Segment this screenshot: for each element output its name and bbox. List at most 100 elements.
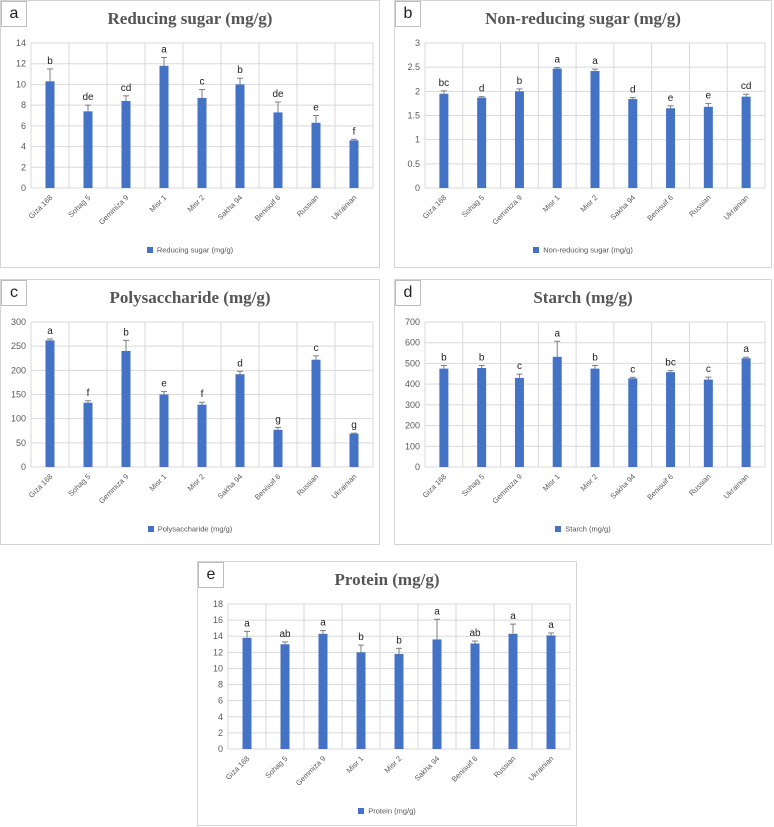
- x-tick-label: Misr 1: [541, 193, 562, 214]
- significance-letter: b: [237, 65, 243, 76]
- x-tick-label: Ukrainian: [330, 472, 359, 501]
- panel-label: c: [1, 280, 27, 306]
- x-tick-label: Misr 2: [579, 472, 600, 493]
- significance-letter: d: [237, 358, 243, 369]
- x-tick-label: Sakha 94: [413, 754, 442, 783]
- y-tick-label: 50: [16, 438, 26, 448]
- significance-letter: d: [630, 85, 636, 96]
- y-tick-label: 18: [213, 599, 223, 609]
- significance-letter: a: [554, 328, 560, 339]
- x-tick-label: Sakha 94: [216, 472, 245, 501]
- chart-plot: 0 50 100 150 200 250 300 a Giza 168 f Sohag 5 b Gemm…: [11, 317, 374, 506]
- y-tick-label: 14: [213, 631, 223, 641]
- significance-letter: b: [479, 353, 485, 364]
- x-tick-label: Russian: [687, 472, 713, 498]
- chart-plot: 0 2 4 6 8 10 12 14 b Giza 168 de Sohag 5 cd Gemmiza 9…: [16, 38, 374, 227]
- significance-letter: de: [82, 92, 94, 103]
- chart-panel-e: 0 2 4 6 8 10 12 14 16 18 a Giza 168 ab Sohag 5 a Gemmiz…: [197, 561, 577, 826]
- significance-letter: cd: [741, 81, 752, 92]
- bar: [666, 372, 676, 467]
- y-tick-label: 2: [415, 86, 420, 96]
- significance-letter: cd: [121, 83, 132, 94]
- bar: [356, 652, 366, 749]
- legend-label: Protein (mg/g): [368, 806, 416, 816]
- y-tick-label: 12: [213, 647, 223, 657]
- significance-letter: d: [479, 84, 485, 95]
- bar: [83, 402, 93, 467]
- significance-letter: f: [353, 126, 356, 137]
- bar: [242, 637, 252, 749]
- y-tick-label: 4: [21, 142, 26, 152]
- y-tick-label: 10: [213, 663, 223, 673]
- x-tick-label: Sakha 94: [608, 472, 637, 501]
- y-tick-label: 2: [218, 728, 223, 738]
- bar: [311, 122, 321, 188]
- panel-label: d: [395, 280, 421, 306]
- x-tick-label: Benisuif 6: [253, 193, 283, 223]
- significance-letter: b: [592, 353, 598, 364]
- significance-letter: b: [47, 56, 53, 67]
- bar: [432, 639, 442, 749]
- legend-label: Non-reducing sugar (mg/g): [543, 245, 633, 255]
- chart-title: Polysaccharide (mg/g): [109, 288, 271, 307]
- bar: [394, 653, 404, 749]
- x-tick-label: Benisuif 6: [253, 472, 283, 502]
- x-tick-label: Giza 168: [421, 472, 449, 500]
- significance-letter: b: [517, 76, 523, 87]
- x-tick-label: Russian: [492, 754, 518, 780]
- y-tick-label: 600: [405, 338, 420, 348]
- bar: [666, 108, 676, 188]
- bar: [273, 429, 283, 467]
- y-tick-label: 0: [21, 183, 26, 193]
- significance-letter: a: [320, 618, 326, 629]
- chart-title: Non-reducing sugar (mg/g): [485, 9, 681, 28]
- x-tick-label: Russian: [687, 193, 713, 219]
- chart-legend: Reducing sugar (mg/g): [1, 245, 379, 255]
- significance-letter: g: [351, 420, 357, 431]
- y-tick-label: 6: [21, 121, 26, 131]
- x-tick-label: Giza 168: [224, 754, 252, 782]
- y-tick-label: 250: [11, 341, 26, 351]
- y-tick-label: 16: [213, 615, 223, 625]
- y-tick-label: 700: [405, 317, 420, 327]
- bar: [508, 633, 518, 749]
- legend-swatch: [147, 526, 154, 533]
- y-tick-label: 1.5: [407, 111, 420, 121]
- significance-letter: a: [47, 326, 53, 337]
- x-tick-label: Benisuif 6: [645, 193, 675, 223]
- significance-letter: f: [87, 388, 90, 399]
- x-tick-label: Ukrainian: [722, 193, 751, 222]
- chart-panel-c: 0 50 100 150 200 250 300 a Giza 168 f Sohag 5 b Gemm…: [0, 279, 380, 545]
- significance-letter: a: [548, 620, 554, 631]
- bar: [280, 644, 290, 749]
- significance-letter: bc: [665, 358, 676, 369]
- bar: [45, 340, 55, 467]
- bar: [45, 81, 55, 188]
- bar: [546, 635, 556, 749]
- chart-panel-a: 0 2 4 6 8 10 12 14 b Giza 168 de Sohag 5 cd Gemmiza 9…: [0, 0, 380, 268]
- bar: [552, 356, 562, 467]
- y-tick-label: 0: [218, 744, 223, 754]
- x-tick-label: Gemmiza 9: [490, 472, 523, 505]
- x-tick-label: Ukrainian: [330, 193, 359, 222]
- chart-legend: Protein (mg/g): [198, 806, 576, 816]
- significance-letter: b: [396, 635, 402, 646]
- significance-letter: g: [275, 414, 281, 425]
- bar: [552, 68, 562, 188]
- bar: [741, 358, 751, 467]
- x-tick-label: Sakha 94: [608, 193, 637, 222]
- y-tick-label: 2: [21, 162, 26, 172]
- y-tick-label: 10: [16, 79, 26, 89]
- bar: [439, 93, 449, 188]
- panel-label: e: [198, 562, 224, 588]
- significance-letter: de: [272, 89, 284, 100]
- x-tick-label: Sakha 94: [216, 193, 245, 222]
- x-tick-label: Russian: [295, 472, 321, 498]
- bar: [628, 378, 638, 467]
- bar: [703, 106, 713, 188]
- x-tick-label: Sohag 5: [66, 193, 92, 219]
- y-tick-label: 2.5: [407, 62, 420, 72]
- x-tick-label: Russian: [295, 193, 321, 219]
- y-tick-label: 8: [218, 680, 223, 690]
